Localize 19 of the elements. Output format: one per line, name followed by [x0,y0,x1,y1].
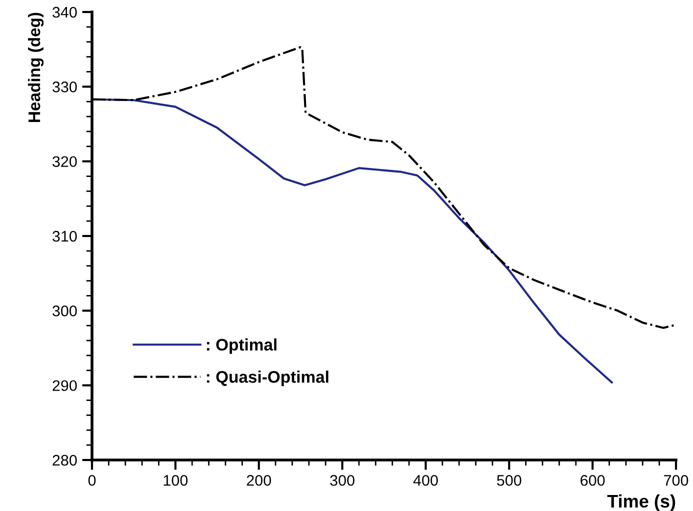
legend-label: : Optimal [206,338,276,354]
y-tick-label: 290 [52,380,77,392]
y-tick-label: 300 [52,306,77,316]
x-tick-label: 500 [497,474,522,486]
x-tick-label: 600 [580,474,605,486]
y-axis-title: Heading (deg) [28,12,44,122]
x-tick-label: 100 [164,474,188,486]
x-tick-label: 300 [330,474,354,486]
y-tick-label: 330 [52,82,77,92]
y-tick-label: 320 [52,156,77,168]
legend-label: : Quasi-Optimal [206,370,328,386]
y-tick-label: 310 [52,230,77,242]
y-tick-label: 280 [52,454,77,466]
x-axis-title: Time (s) [607,494,676,511]
x-tick-label: 700 [664,474,688,486]
x-tick-label: 200 [246,474,272,486]
y-tick-label: 340 [52,6,77,18]
x-tick-label: 400 [413,474,438,486]
x-tick-label: 0 [88,474,96,486]
